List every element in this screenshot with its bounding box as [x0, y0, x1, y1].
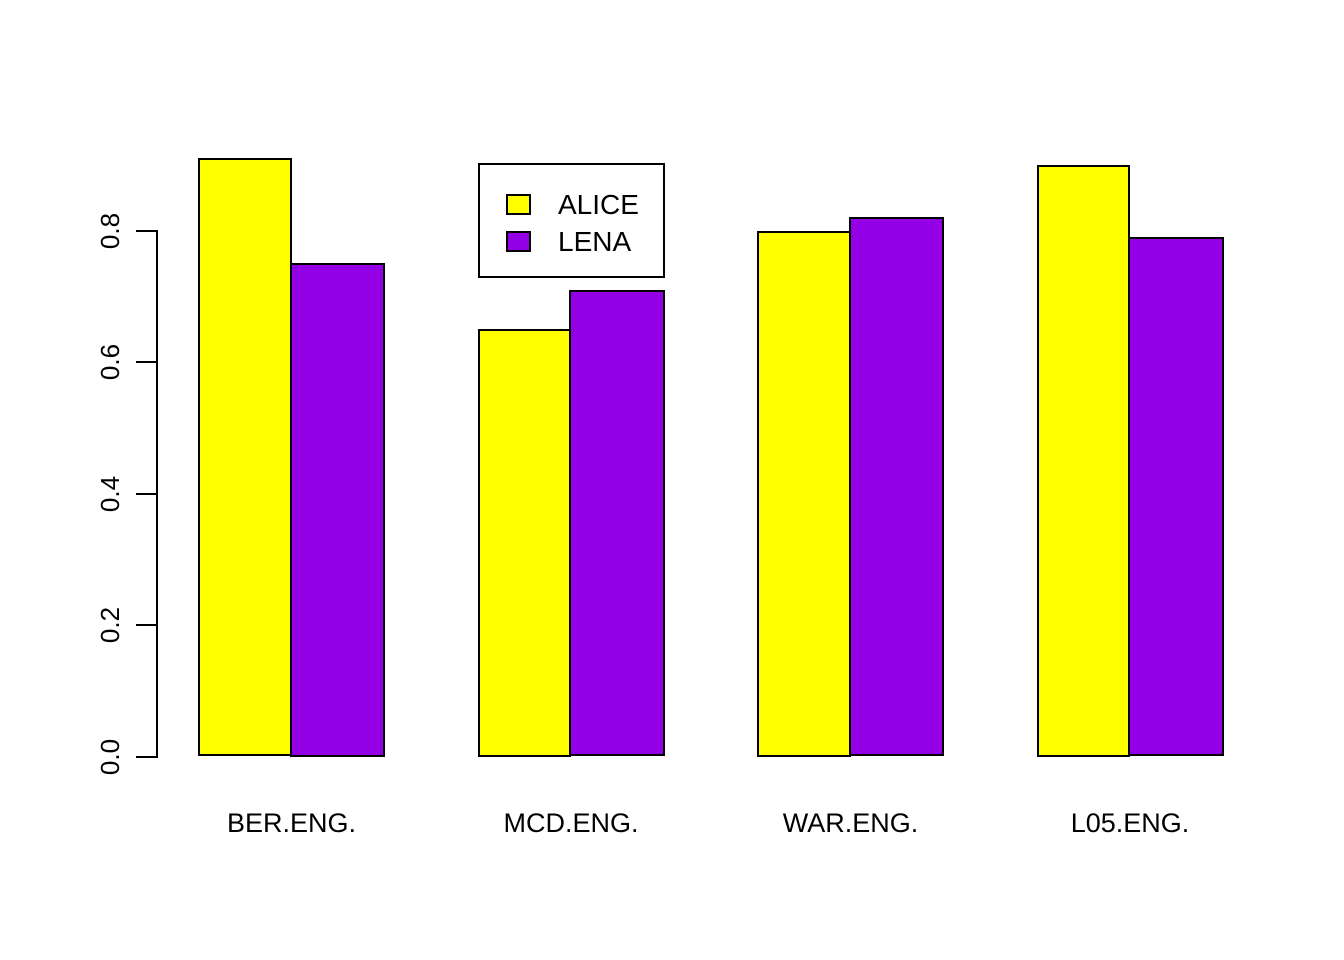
legend-swatch-alice	[506, 194, 531, 215]
legend-item: ALICE	[480, 189, 663, 220]
x-category-label: MCD.ENG.	[503, 808, 639, 838]
bar-lena-ber-eng	[289, 263, 385, 757]
y-axis-line	[156, 229, 158, 758]
bar-lena-mcd-eng	[569, 289, 665, 757]
bar-lena-l05-eng	[1128, 237, 1224, 757]
legend-label-alice: ALICE	[558, 189, 639, 220]
y-axis-tick	[136, 492, 156, 495]
x-category-label: BER.ENG.	[226, 808, 357, 838]
x-category-label: L05.ENG.	[1070, 808, 1190, 838]
bar-alice-l05-eng	[1036, 164, 1130, 757]
legend-swatch-lena	[506, 231, 531, 252]
y-axis-tick	[136, 755, 156, 758]
x-category-label: WAR.ENG.	[782, 808, 919, 838]
y-axis-tick	[136, 229, 156, 232]
bar-alice-mcd-eng	[477, 329, 571, 757]
bar-lena-war-eng	[848, 217, 944, 757]
legend-label-lena: LENA	[558, 226, 632, 257]
legend-item: LENA	[480, 226, 663, 257]
y-axis-tick	[136, 361, 156, 363]
y-axis-tick	[136, 624, 156, 626]
legend: ALICE LENA	[478, 163, 665, 278]
